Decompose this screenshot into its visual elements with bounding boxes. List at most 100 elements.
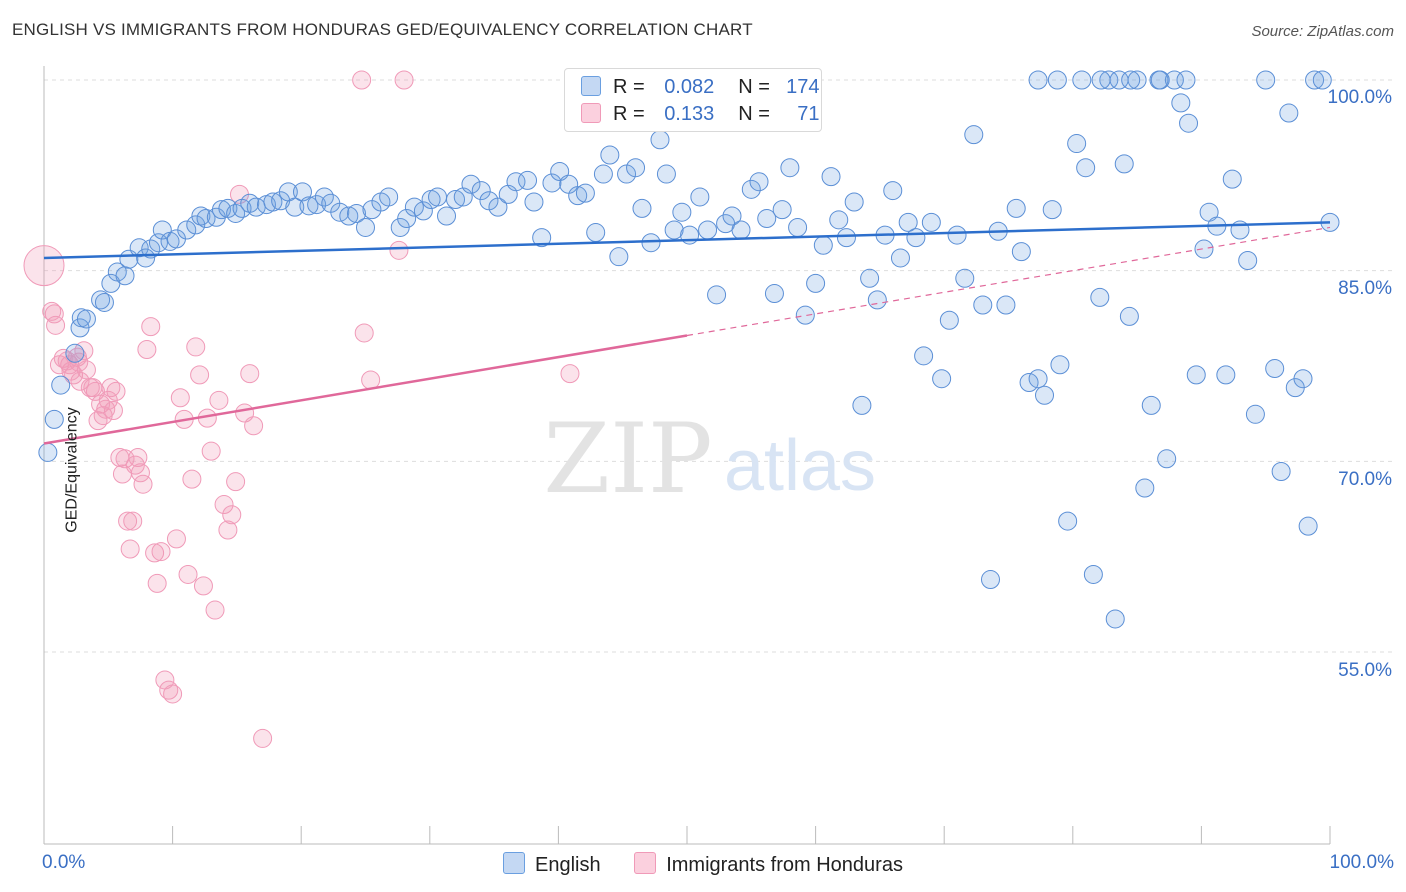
point-english (844, 192, 864, 212)
trend-line-honduras-extension (686, 226, 1331, 337)
points-immigrants-from-honduras (23, 70, 580, 748)
legend-label: English (535, 854, 601, 876)
point-honduras (159, 680, 179, 700)
r-label: R = (613, 103, 645, 125)
point-english (1099, 70, 1119, 90)
point-english (1312, 70, 1332, 90)
watermark-zip: ZIP (543, 403, 712, 515)
point-english (1256, 70, 1276, 90)
point-english (1216, 365, 1236, 385)
point-english (1050, 355, 1070, 375)
y-axis-label: GED/Equivalency (63, 407, 81, 533)
point-english (749, 172, 769, 192)
point-english (44, 409, 64, 429)
point-english (780, 158, 800, 178)
point-english (1157, 449, 1177, 469)
point-english (867, 290, 887, 310)
point-english (883, 181, 903, 201)
point-english (757, 209, 777, 229)
point-english (191, 206, 211, 226)
point-english (1042, 200, 1062, 220)
point-english (806, 273, 826, 293)
point-honduras (214, 495, 234, 515)
point-honduras (141, 317, 161, 337)
point-honduras (106, 381, 126, 401)
correlation-legend: R = 0.082 N = 174 R = 0.133 N = 71 (564, 68, 822, 132)
point-honduras (193, 576, 213, 596)
r-label: R = (613, 76, 645, 98)
point-english (932, 369, 952, 389)
point-honduras (163, 684, 183, 704)
point-english (707, 285, 727, 305)
point-english (226, 203, 246, 223)
point-honduras (166, 529, 186, 549)
r-value: 0.133 (664, 103, 715, 125)
legend-item-honduras: Immigrants from Honduras (634, 852, 903, 877)
point-english (115, 266, 135, 286)
point-english (1150, 70, 1170, 90)
point-english (379, 187, 399, 207)
legend-row-english: R = 0.082 N = 174 (581, 76, 820, 98)
point-english (542, 173, 562, 193)
n-label: N = (738, 103, 770, 125)
point-english (461, 174, 481, 194)
point-honduras (123, 511, 143, 531)
point-honduras (128, 448, 148, 468)
point-honduras (222, 505, 242, 525)
watermark-atlas: atlas (724, 426, 876, 506)
chart-source: Source: ZipAtlas.com (1251, 23, 1394, 40)
point-english (955, 268, 975, 288)
point-english (51, 375, 71, 395)
point-honduras (120, 539, 140, 559)
point-honduras (209, 390, 229, 410)
grid-lines (44, 79, 1392, 653)
point-english (1035, 385, 1055, 405)
point-english (356, 217, 375, 237)
point-english (471, 181, 491, 201)
point-english (656, 164, 676, 184)
point-english (698, 220, 718, 240)
point-honduras (201, 441, 221, 461)
legend-label: Immigrants from Honduras (666, 854, 903, 876)
point-english (263, 192, 283, 212)
point-english (664, 220, 684, 240)
point-english (1238, 250, 1258, 270)
point-honduras (23, 245, 65, 287)
point-english (413, 201, 433, 221)
point-honduras (42, 301, 62, 321)
point-english (672, 202, 692, 222)
point-english (821, 167, 841, 187)
point-honduras (389, 240, 409, 260)
point-english (1058, 511, 1078, 531)
point-english (524, 192, 544, 212)
point-english (397, 209, 417, 229)
point-english (795, 305, 815, 325)
point-english (339, 206, 359, 226)
point-english (211, 200, 231, 220)
point-english (947, 225, 967, 245)
point-honduras (182, 469, 202, 489)
point-english (593, 164, 613, 184)
swatch-honduras (634, 852, 657, 874)
x-tick-label-max: 100.0% (1329, 852, 1394, 873)
point-english (788, 217, 808, 237)
point-english (1028, 70, 1048, 90)
point-english (1164, 70, 1184, 90)
point-english (626, 158, 646, 178)
point-english (1298, 516, 1318, 536)
point-english (94, 292, 114, 312)
y-tick-label: 85.0% (1338, 278, 1392, 299)
point-english (772, 200, 792, 220)
point-english (914, 346, 934, 366)
point-english (996, 295, 1016, 315)
point-english (1222, 169, 1242, 189)
point-english (532, 228, 552, 248)
point-honduras (130, 463, 150, 483)
point-english (890, 248, 910, 268)
point-honduras (253, 728, 273, 748)
point-english (76, 309, 96, 329)
point-english (921, 212, 941, 232)
point-english (852, 395, 872, 415)
point-english (1176, 70, 1196, 90)
